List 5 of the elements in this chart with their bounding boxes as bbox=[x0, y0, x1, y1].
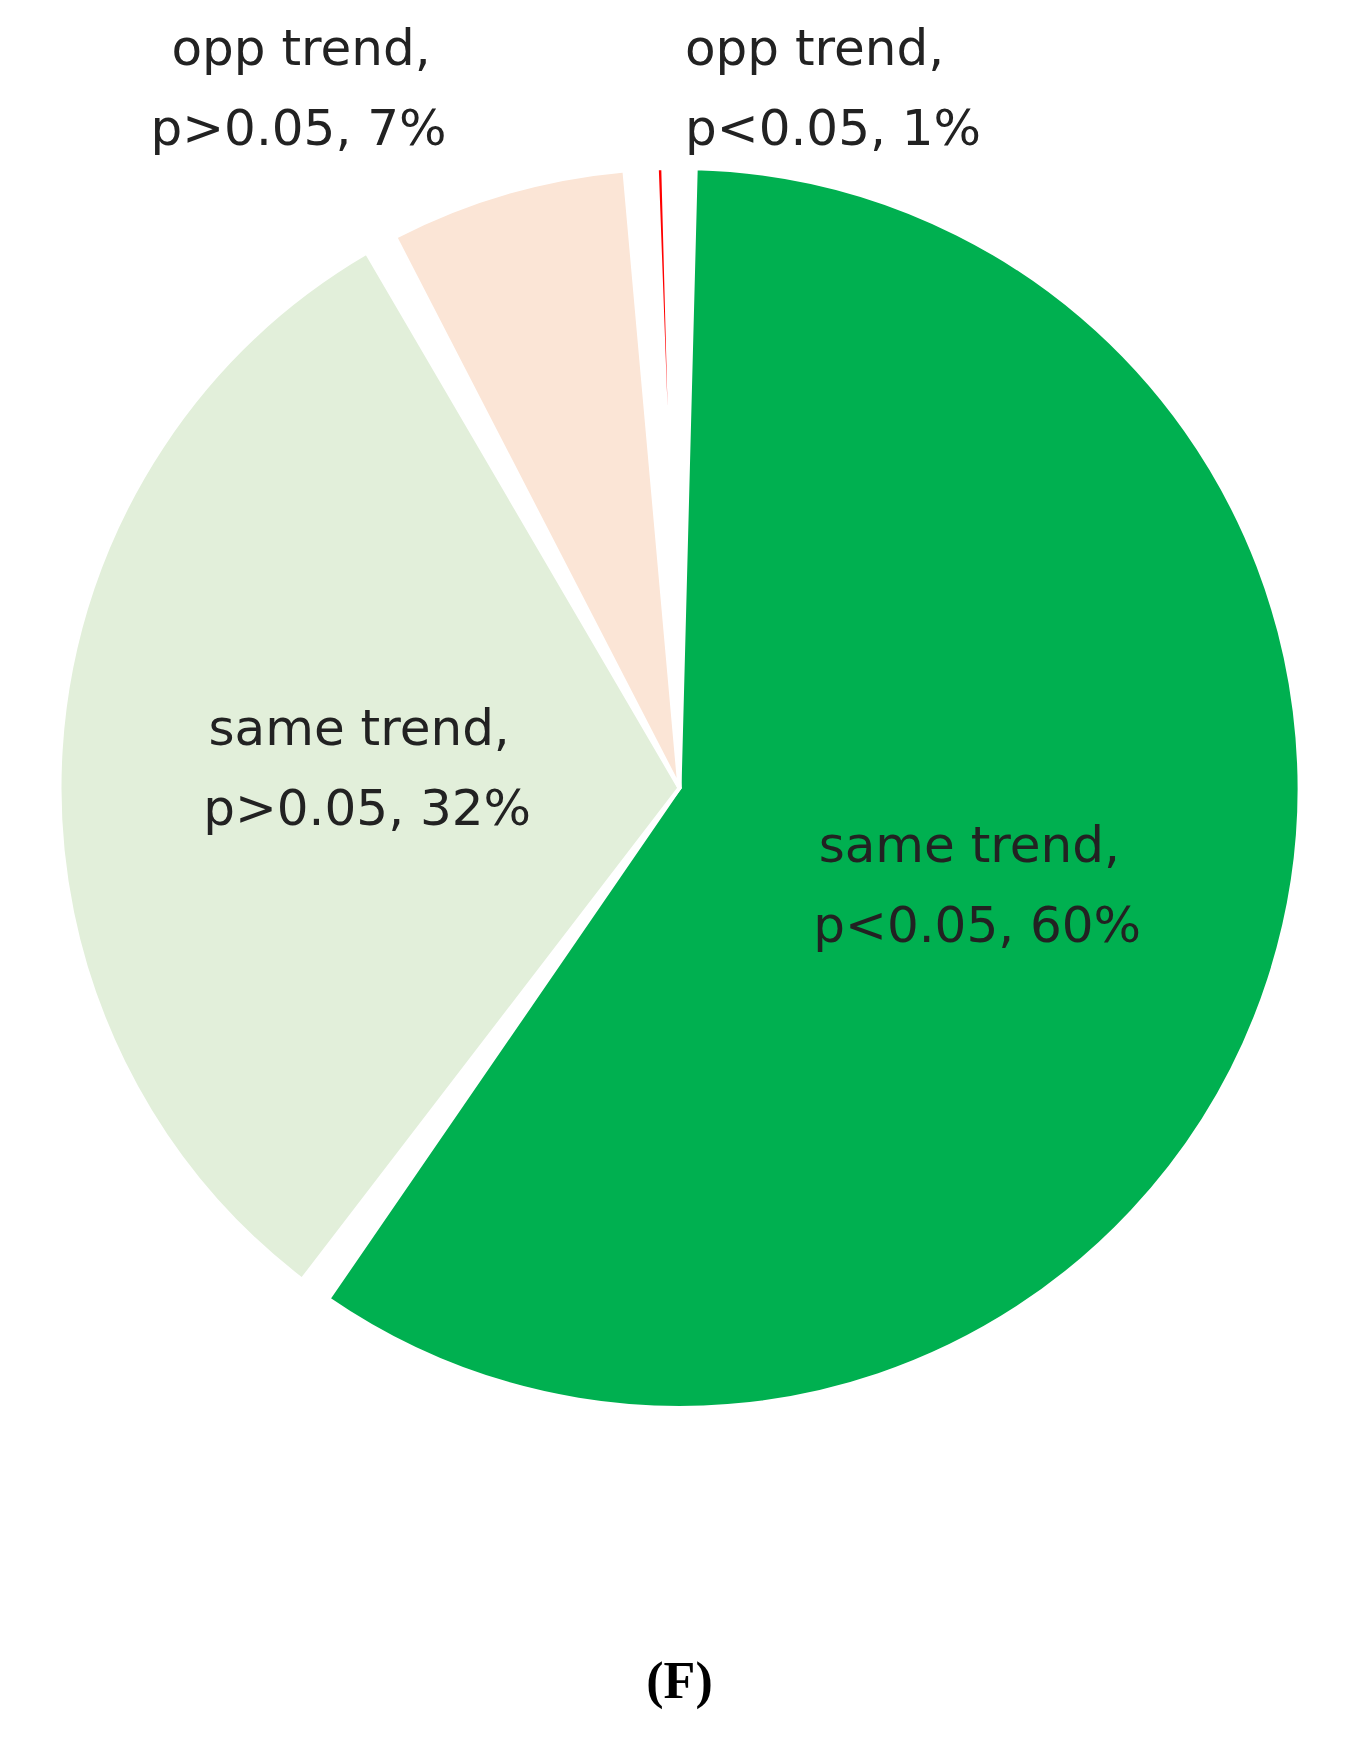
text: (F) bbox=[646, 1651, 713, 1710]
slice-label: opp trend, p>0.05, 7% bbox=[150, 18, 447, 157]
slice-label: same trend, p>0.05, 32% bbox=[203, 699, 532, 838]
slice-label: opp trend, p<0.05, 1% bbox=[685, 18, 982, 157]
slice-label: same trend, p<0.05, 60% bbox=[813, 815, 1142, 954]
